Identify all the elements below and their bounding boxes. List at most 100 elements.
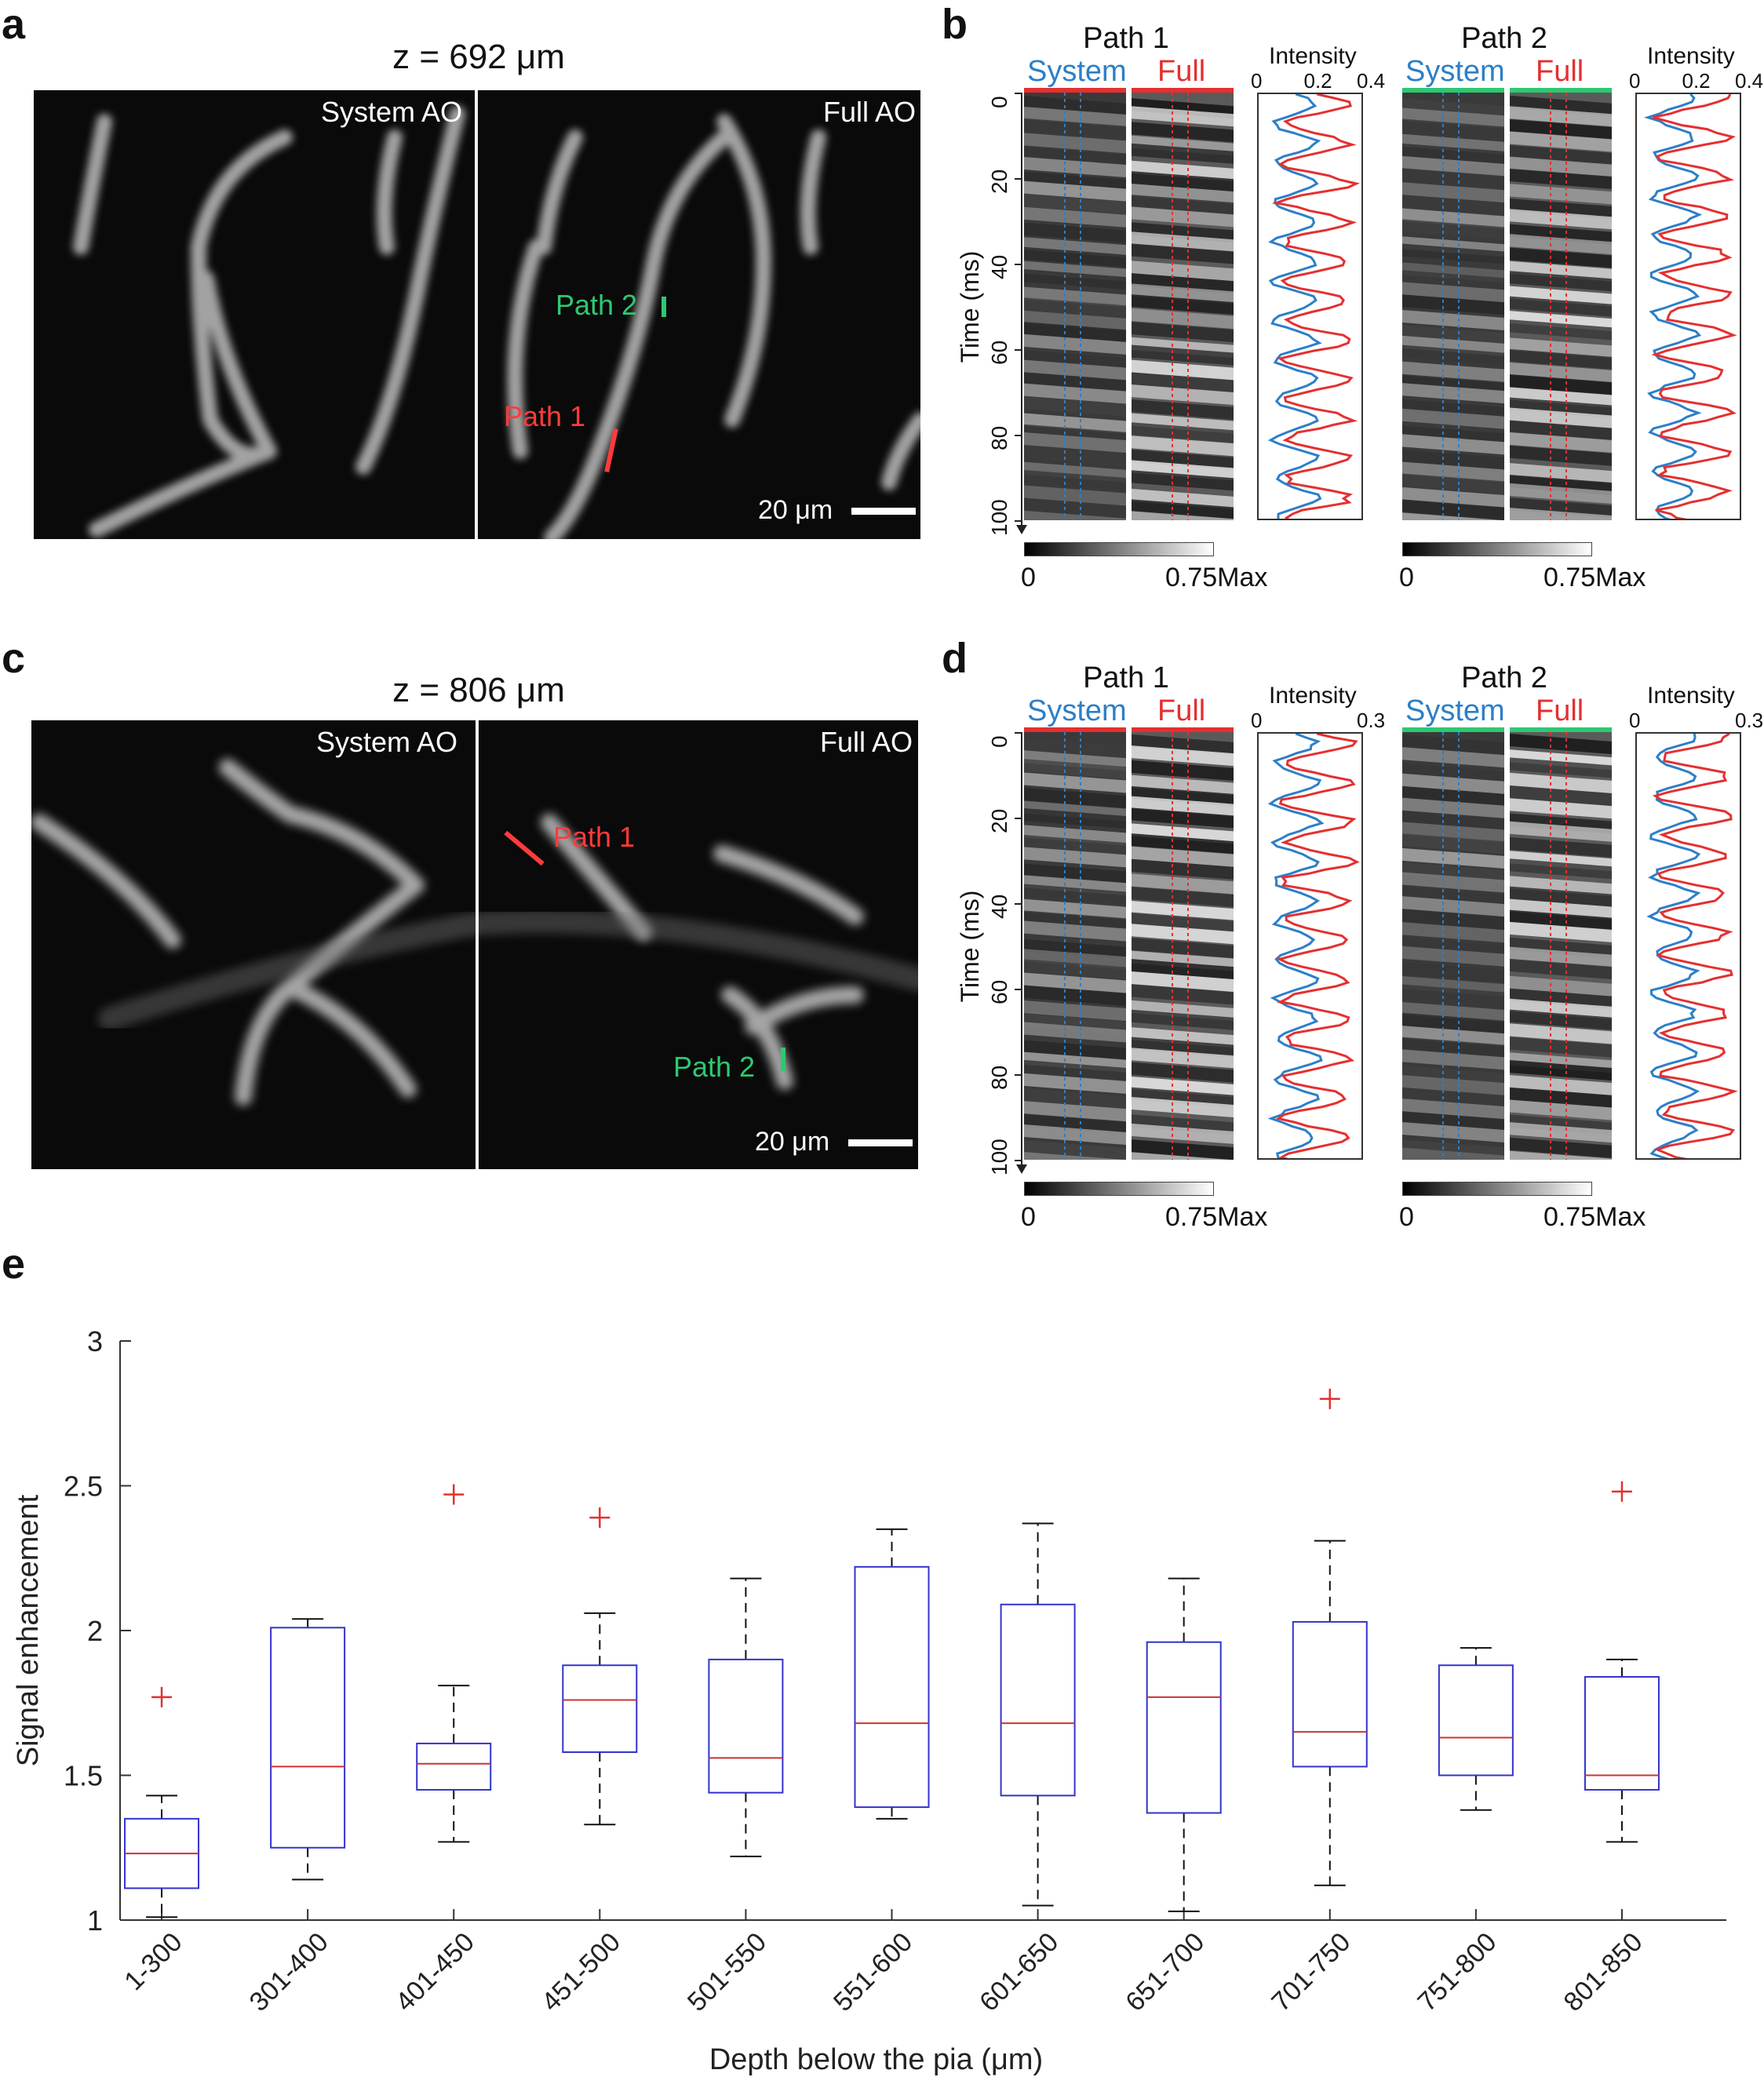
- kymo-stripe: [1510, 319, 1612, 341]
- kymo-stripe: [1024, 157, 1126, 178]
- box-701-750: [1292, 1620, 1368, 1768]
- kymo-stripe: [1510, 876, 1612, 897]
- kymo-stripe: [1132, 901, 1234, 922]
- kymo-stripe: [1024, 194, 1126, 215]
- d-path2-full-intensity-line: [1652, 734, 1738, 1158]
- d-path1-colorbar-max: 0.75Max: [1165, 1202, 1268, 1232]
- b-path2-intensity-tick-2: 0.4: [1735, 69, 1764, 93]
- kymo-stripe: [1510, 1009, 1612, 1030]
- kymo-stripe: [1510, 1037, 1612, 1058]
- kymo-stripe: [1132, 143, 1234, 164]
- b-path1-colorbar: [1024, 542, 1214, 556]
- kymo-stripe: [1132, 785, 1234, 807]
- b-path2-full-label: Full: [1536, 55, 1584, 88]
- b-path2-full-intensity-line: [1651, 94, 1737, 519]
- kymo-stripe: [1510, 1060, 1612, 1081]
- d-path2-intensity-tick-0: 0: [1629, 709, 1641, 732]
- kymo-stripe: [1024, 237, 1126, 258]
- kymo-stripe: [1510, 374, 1612, 395]
- box-451-500: [562, 1664, 638, 1753]
- kymo-stripe: [1132, 106, 1234, 127]
- x-tick-label: 751-800: [1412, 1927, 1502, 2017]
- panel-c-divider: [476, 720, 479, 1169]
- d-path1-intensity-profile: [1257, 732, 1363, 1160]
- b-time-label: Time (ms): [956, 250, 984, 363]
- kymo-stripe: [1132, 833, 1234, 855]
- kymo-stripe: [1510, 1122, 1612, 1143]
- kymo-stripe: [1024, 147, 1126, 168]
- kymo-stripe: [1132, 499, 1234, 520]
- b-path2-intensity-label: Intensity: [1647, 43, 1735, 69]
- kymo-stripe: [1132, 322, 1234, 343]
- b-time-tick-40: 40: [987, 254, 1011, 279]
- kymo-stripe: [1510, 362, 1612, 383]
- kymo-stripe: [1132, 359, 1234, 381]
- panel-c-right-label: Full AO: [820, 726, 913, 758]
- kymo-stripe: [1402, 896, 1504, 917]
- kymo-stripe: [1132, 195, 1234, 216]
- kymo-stripe: [1402, 344, 1504, 366]
- kymo-stripe: [1510, 224, 1612, 245]
- kymo-stripe: [1024, 269, 1126, 290]
- kymo-stripe: [1024, 497, 1126, 519]
- kymo-stripe: [1402, 822, 1504, 843]
- kymo-stripe: [1024, 485, 1126, 506]
- kymo-stripe: [1402, 383, 1504, 404]
- kymo-stripe: [1402, 1002, 1504, 1023]
- kymo-stripe: [1402, 773, 1504, 794]
- b-time-tick-mark-0: [1015, 93, 1022, 94]
- d-path1-system-bar: [1024, 727, 1126, 732]
- box-651-700: [1146, 1641, 1222, 1814]
- kymo-stripe: [1402, 1111, 1504, 1132]
- b-path1-system-kymograph: [1024, 93, 1126, 520]
- kymo-stripe: [1132, 1076, 1234, 1098]
- d-time-tick-mark-100: [1015, 1160, 1022, 1161]
- kymo-stripe: [1402, 361, 1504, 382]
- kymo-stripe: [1132, 261, 1234, 282]
- d-path1-system-intensity-line: [1267, 734, 1325, 1158]
- b-path2-full-kymograph: [1510, 93, 1612, 520]
- kymo-stripe: [1024, 1059, 1126, 1080]
- kymo-stripe: [1510, 286, 1612, 307]
- kymo-stripe: [1132, 273, 1234, 294]
- d-path1-full-label: Full: [1157, 694, 1206, 727]
- kymo-stripe: [1402, 243, 1504, 264]
- x-tick-label: 501-550: [682, 1927, 772, 2017]
- panel-label-e: e: [2, 1241, 26, 1288]
- kymo-stripe: [1024, 322, 1126, 343]
- kymo-stripe: [1510, 348, 1612, 370]
- b-path2-system-label: System: [1405, 55, 1505, 88]
- d-path1-title: Path 1: [1083, 661, 1169, 694]
- d-time-tick-40: 40: [987, 894, 1011, 919]
- box-301-400: [270, 1627, 346, 1849]
- kymo-stripe: [1132, 344, 1234, 366]
- kymo-stripe: [1510, 836, 1612, 858]
- kymo-stripe: [1132, 184, 1234, 205]
- y-tick-label: 1: [87, 1904, 103, 1937]
- d-time-tick-mark-60: [1015, 989, 1022, 990]
- kymo-stripe: [1402, 946, 1504, 967]
- b-time-tick-mark-60: [1015, 349, 1022, 351]
- b-path2-intensity-tick-0: 0: [1629, 69, 1641, 93]
- kymo-stripe: [1024, 469, 1126, 490]
- kymo-stripe: [1024, 95, 1126, 116]
- panel-c-title: z = 806 μm: [392, 671, 565, 709]
- panel-a-scale-bar: [851, 508, 916, 515]
- kymo-stripe: [1510, 1023, 1612, 1044]
- b-time-axis-arrow: [1016, 525, 1027, 534]
- b-time-tick-mark-20: [1015, 178, 1022, 180]
- kymo-stripe: [1024, 959, 1126, 980]
- vessel-image-a: [73, 106, 920, 539]
- kymo-stripe: [1024, 510, 1126, 520]
- kymo-stripe: [1402, 133, 1504, 155]
- kymo-stripe: [1024, 359, 1126, 381]
- kymo-stripe: [1132, 171, 1234, 192]
- kymo-stripe: [1402, 909, 1504, 930]
- kymo-stripe: [1024, 432, 1126, 454]
- kymo-stripe: [1024, 985, 1126, 1006]
- kymo-stripe: [1132, 160, 1234, 181]
- d-time-tick-mark-0: [1015, 732, 1022, 734]
- kymo-stripe: [1510, 497, 1612, 519]
- kymo-stripe: [1024, 246, 1126, 268]
- kymo-stripe: [1510, 261, 1612, 282]
